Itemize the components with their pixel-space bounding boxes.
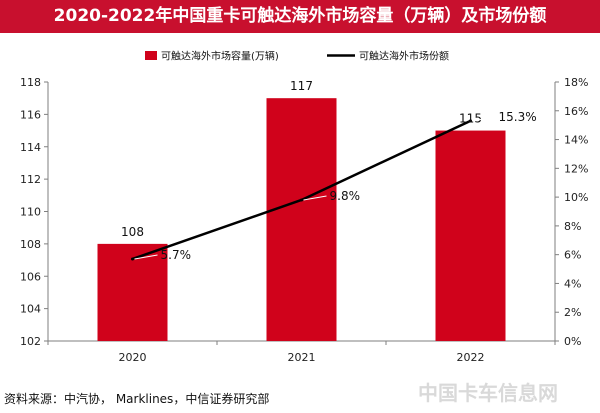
bar-line-combo-chart: 可触达海外市场容量(万辆) 可触达海外市场份额 1021041061081101… xyxy=(20,50,588,365)
legend-swatch-capacity xyxy=(145,51,157,60)
y-right-tick-label: 10% xyxy=(564,191,588,204)
bar xyxy=(266,98,337,341)
x-tick-label: 2021 xyxy=(288,351,316,364)
watermark: 中国卡车信息网 xyxy=(418,381,558,405)
y-right-tick-label: 18% xyxy=(564,76,588,89)
line-label-leader xyxy=(472,116,496,122)
bar-value-label: 117 xyxy=(290,79,313,93)
y-left-tick-label: 108 xyxy=(20,238,41,251)
legend: 可触达海外市场容量(万辆) 可触达海外市场份额 xyxy=(145,50,449,63)
y-right-tick-label: 6% xyxy=(564,249,581,262)
bar xyxy=(435,130,506,341)
source-note: 资料来源：中汽协， Marklines，中信证券研究部 xyxy=(4,392,270,406)
line-label-leader xyxy=(134,254,158,260)
y-right-tick-label: 14% xyxy=(564,134,588,147)
line-label-leader xyxy=(303,195,327,201)
line-point xyxy=(300,198,303,202)
y-right-tick-label: 12% xyxy=(564,162,588,175)
bar-value-label: 108 xyxy=(121,225,144,239)
y-right-tick-label: 16% xyxy=(564,105,588,118)
bar-series xyxy=(97,98,506,341)
y-left-tick-label: 104 xyxy=(20,303,41,316)
y-right-tick-label: 2% xyxy=(564,306,581,319)
y-right-tick-label: 4% xyxy=(564,277,581,290)
line-point xyxy=(469,119,472,123)
y-left-tick-label: 102 xyxy=(20,335,41,348)
chart-title: 2020-2022年中国重卡可触达海外市场容量（万辆）及市场份额 xyxy=(0,0,600,33)
line-value-label: 15.3% xyxy=(499,110,537,124)
y-left-tick-label: 112 xyxy=(20,173,41,186)
line-value-label: 5.7% xyxy=(161,248,192,262)
y-right-tick-label: 0% xyxy=(564,335,581,348)
axes: 102 104 106 108 110 112 114 116 118 0% 2% 4% 6% 8% 10%… xyxy=(20,76,588,364)
line-point xyxy=(131,257,134,261)
x-tick-label: 2022 xyxy=(457,351,485,364)
line-series xyxy=(131,119,472,261)
y-left-tick-label: 116 xyxy=(20,108,41,121)
y-right-tick-label: 8% xyxy=(564,220,581,233)
legend-label-share: 可触达海外市场份额 xyxy=(359,50,449,63)
y-left-tick-label: 118 xyxy=(20,76,41,89)
y-left-tick-label: 110 xyxy=(20,206,41,219)
y-left-tick-label: 114 xyxy=(20,141,41,154)
line-value-label: 9.8% xyxy=(330,189,361,203)
bar-value-label: 115 xyxy=(459,112,482,126)
legend-label-capacity: 可触达海外市场容量(万辆) xyxy=(161,50,279,63)
x-tick-label: 2020 xyxy=(119,351,147,364)
y-left-tick-label: 106 xyxy=(20,270,41,283)
data-labels: 108 117 115 5.7% 9.8% 15.3% xyxy=(121,79,537,262)
